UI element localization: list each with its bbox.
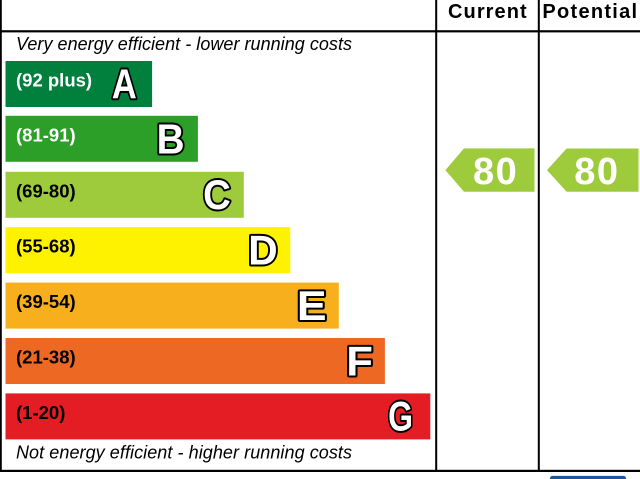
svg-text:D: D: [248, 227, 277, 274]
svg-text:G: G: [388, 392, 413, 439]
svg-text:(39-54): (39-54): [16, 291, 76, 312]
svg-text:Very energy efficient - lower: Very energy efficient - lower running co…: [16, 34, 352, 54]
svg-text:C: C: [203, 171, 231, 218]
svg-text:(1-20): (1-20): [16, 402, 65, 423]
svg-text:B: B: [157, 115, 185, 163]
svg-text:80: 80: [574, 151, 619, 193]
svg-text:E: E: [297, 283, 327, 330]
svg-text:Current: Current: [448, 1, 527, 23]
svg-text:Not energy efficient - higher: Not energy efficient - higher running co…: [16, 443, 352, 463]
svg-text:F: F: [346, 338, 373, 385]
svg-text:Potential: Potential: [542, 1, 637, 23]
svg-text:(21-38): (21-38): [16, 347, 76, 368]
svg-text:(81-91): (81-91): [16, 125, 76, 146]
svg-text:(92 plus): (92 plus): [16, 70, 92, 91]
svg-text:A: A: [112, 61, 137, 108]
svg-text:(55-68): (55-68): [16, 236, 76, 257]
svg-text:(69-80): (69-80): [16, 180, 76, 201]
svg-text:80: 80: [473, 151, 518, 193]
